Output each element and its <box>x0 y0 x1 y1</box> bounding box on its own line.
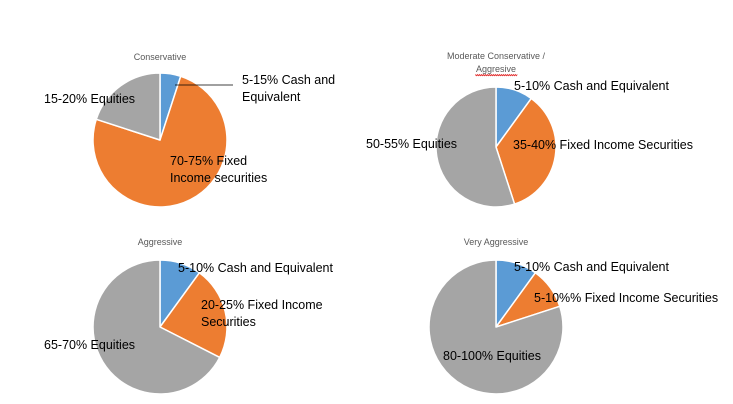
data-label-equities: 80-100% Equities <box>443 349 541 363</box>
pie-slice-fixed <box>92 75 228 208</box>
chart-title: Moderate Conservative / <box>447 51 546 61</box>
spellcheck-underline <box>474 73 518 77</box>
data-label-fixed: 20-25% Fixed Income Securities <box>201 298 323 329</box>
data-label-equities: 15-20% Equities <box>44 92 135 106</box>
pie-chart-2: Moderate Conservative / Aggresive 5-10% Ca… <box>366 51 693 208</box>
pie-slice-equities <box>92 259 221 395</box>
pie-chart-3: Aggressive 5-10% Cash and Equivalent 20-25… <box>44 237 333 395</box>
chart-title: Aggresive <box>476 64 516 74</box>
chart-title: Aggressive <box>138 237 183 247</box>
data-label-fixed: 5-10%% Fixed Income Securities <box>534 291 718 305</box>
data-label-cash: 5-10% Cash and Equivalent <box>514 79 669 93</box>
data-label-cash: 5-15% Cash and Equivalent <box>242 73 335 104</box>
pie-slice-fixed <box>495 97 557 205</box>
data-label-cash: 5-10% Cash and Equivalent <box>514 260 669 274</box>
chart-title: Conservative <box>134 52 187 62</box>
data-label-equities: 50-55% Equities <box>366 137 457 151</box>
data-label-fixed: 70-75% Fixed Income securities <box>170 154 267 185</box>
data-label-fixed: 35-40% Fixed Income Securities <box>513 138 693 152</box>
pie-slice-equities <box>435 86 516 208</box>
pie-chart-4: Very Aggressive 5-10% Cash and Equivalent… <box>428 237 718 395</box>
pie-slice-equities <box>95 72 161 141</box>
pie-chart-1: Conservative 5-15% Cash and Equivalent 70-7… <box>44 52 335 208</box>
data-label-equities: 65-70% Equities <box>44 338 135 352</box>
data-label-cash: 5-10% Cash and Equivalent <box>178 261 333 275</box>
pie-slice-equities <box>428 259 564 395</box>
chart-title: Very Aggressive <box>464 237 529 247</box>
pie-slice-fixed <box>159 272 228 359</box>
